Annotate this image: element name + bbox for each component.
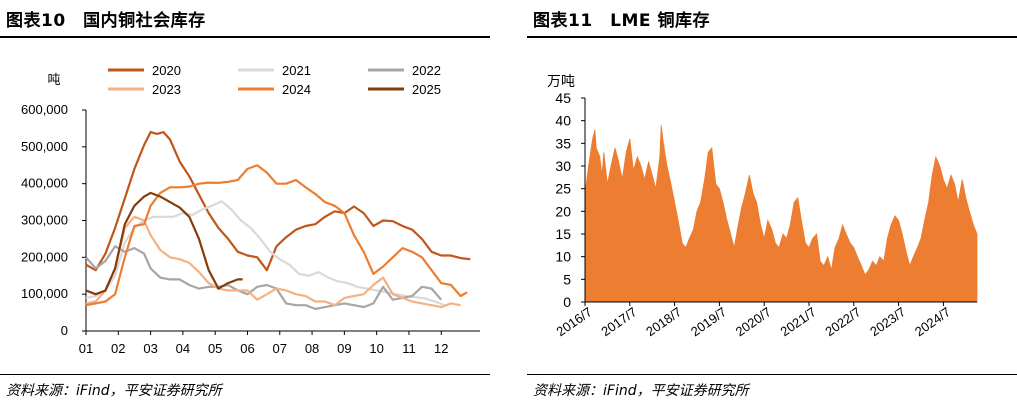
y-tick-label: 5 — [563, 271, 571, 287]
x-tick-label: 07 — [273, 341, 287, 356]
legend-label-2022: 2022 — [412, 63, 441, 78]
y-axis-unit-label: 吨 — [47, 72, 60, 87]
x-tick-label: 11 — [402, 341, 416, 356]
right-source-rule — [527, 374, 1017, 375]
y-tick-label: 10 — [555, 249, 571, 265]
y-tick-label: 20 — [555, 203, 571, 219]
legend-label-2020: 2020 — [152, 63, 181, 78]
y-tick-label: 100,000 — [21, 286, 68, 301]
y-tick-label: 200,000 — [21, 249, 68, 264]
legend-label-2023: 2023 — [152, 82, 181, 97]
right-chart-panel: 图表11 LME 铜库存 万吨 0 5 10 15 20 25 30 35 40 45 2016/7 2… — [527, 0, 1017, 406]
x-tick-label: 2017/7 — [598, 304, 639, 339]
series-line-2025 — [85, 191, 243, 296]
x-tick-label: 2019/7 — [688, 304, 729, 339]
series-line-2020 — [85, 131, 471, 272]
y-tick-label: 500,000 — [21, 139, 68, 154]
x-tick-label: 10 — [369, 341, 383, 356]
right-title-rule — [527, 36, 1017, 38]
y-axis-unit-label: 万吨 — [547, 73, 575, 89]
left-line-chart: 吨 0 100,000 200,000 300,000 400,000 500,000 600… — [21, 63, 480, 356]
series-line-2023 — [85, 215, 461, 309]
x-tick-label: 01 — [79, 341, 93, 356]
right-source-note: 资料来源：iFind，平安证券研究所 — [533, 383, 749, 399]
left-source-note: 资料来源：iFind，平安证券研究所 — [6, 383, 222, 399]
x-tick-label: 2016/7 — [554, 304, 595, 339]
inventory-area — [584, 125, 978, 303]
y-tick-label: 35 — [555, 135, 571, 151]
y-tick-label: 40 — [555, 113, 571, 129]
x-tick-label: 09 — [337, 341, 351, 356]
right-chart-title: 图表11 LME 铜库存 — [533, 11, 710, 31]
y-tick-label: 45 — [555, 90, 571, 106]
series-line-2022 — [85, 245, 443, 310]
x-tick-label: 08 — [305, 341, 319, 356]
y-tick-label: 30 — [555, 158, 571, 174]
x-tick-label: 03 — [143, 341, 157, 356]
x-tick-label: 04 — [176, 341, 190, 356]
x-tick-label: 12 — [434, 341, 448, 356]
y-tick-label: 0 — [61, 323, 68, 338]
x-tick-label: 05 — [208, 341, 222, 356]
series-line-2024 — [85, 164, 468, 307]
legend-label-2025: 2025 — [412, 82, 441, 97]
y-tick-label: 0 — [563, 294, 571, 310]
legend-label-2024: 2024 — [282, 82, 311, 97]
x-tick-label: 2024/7 — [912, 304, 953, 339]
left-chart-title: 图表10 国内铜社会库存 — [6, 11, 206, 31]
x-tick-label: 2018/7 — [643, 304, 684, 339]
x-tick-label: 2020/7 — [733, 304, 774, 339]
legend-label-2021: 2021 — [282, 63, 311, 78]
x-tick-label: 2023/7 — [867, 304, 908, 339]
x-tick-label: 2022/7 — [822, 304, 863, 339]
y-tick-label: 400,000 — [21, 176, 68, 191]
x-tick-label: 2021/7 — [778, 304, 819, 339]
left-chart-panel: 图表10 国内铜社会库存 吨 0 100,000 200,000 300,000 400,… — [0, 0, 490, 406]
y-tick-label: 600,000 — [21, 102, 68, 117]
x-tick-label: 06 — [240, 341, 254, 356]
y-tick-label: 15 — [555, 226, 571, 242]
y-tick-label: 25 — [555, 181, 571, 197]
x-tick-label: 02 — [111, 341, 125, 356]
left-title-rule — [0, 36, 490, 38]
left-source-rule — [0, 374, 490, 375]
y-tick-label: 300,000 — [21, 213, 68, 228]
